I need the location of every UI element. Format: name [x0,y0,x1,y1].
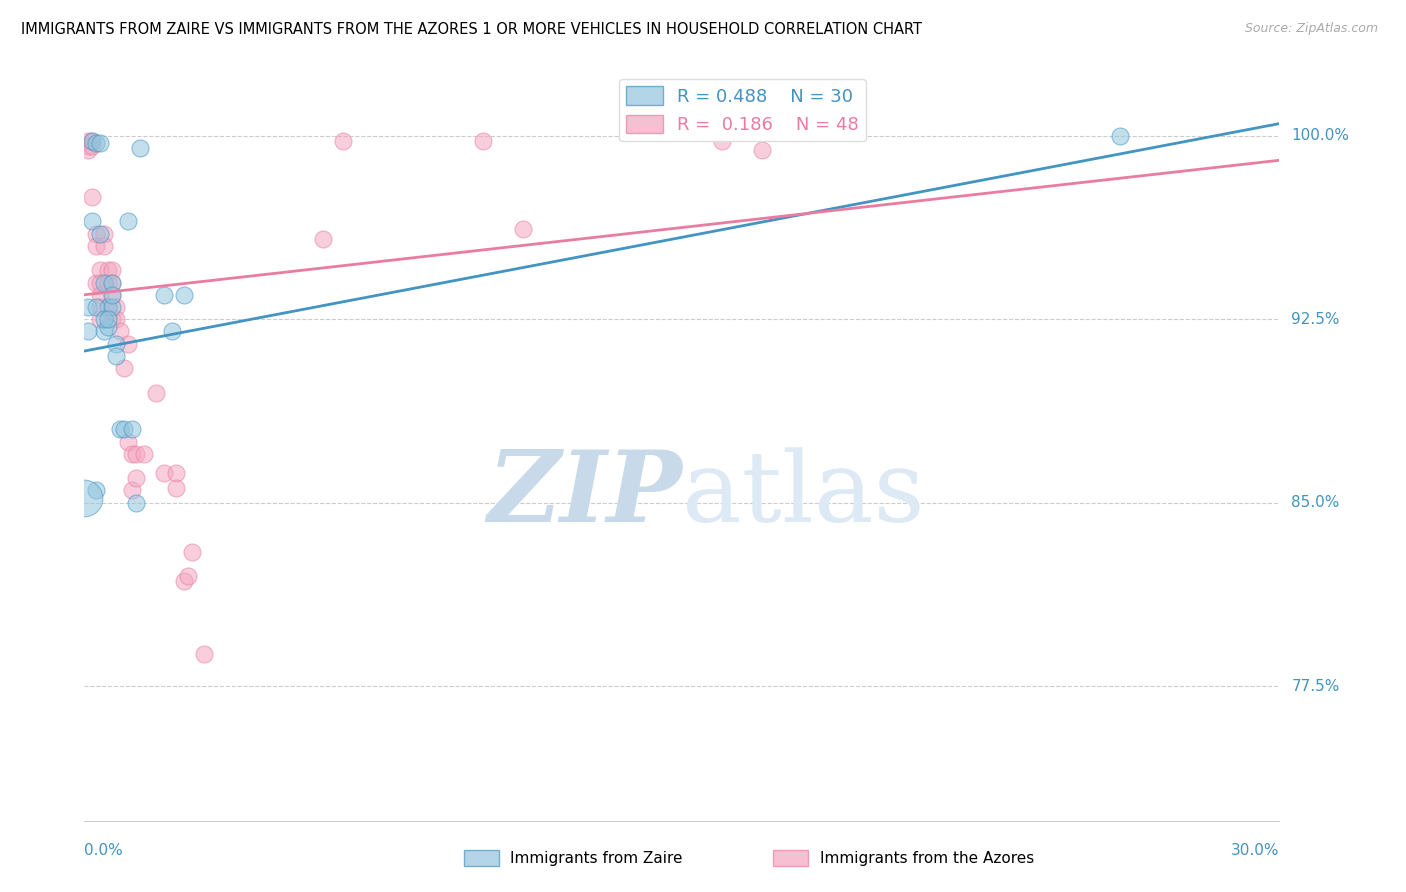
Point [82,134,104,148]
Point [93,325,115,339]
Point [93,227,115,241]
Point [93,312,115,326]
Point [89,136,111,150]
Point [82,138,104,153]
Point [97,319,120,334]
Point [105,300,128,314]
Point [93,239,115,253]
Point [89,276,111,290]
Point [121,422,143,436]
Point [125,496,148,510]
Point [97,276,120,290]
Text: 92.5%: 92.5% [1292,311,1340,326]
Point [77,134,100,148]
Point [165,481,187,495]
Point [86,227,108,241]
Point [86,239,108,253]
Point [105,312,128,326]
Text: 1 or more Vehicles in Household: 1 or more Vehicles in Household [0,318,4,566]
Point [101,312,124,326]
Point [193,648,215,662]
Point [89,287,111,301]
Text: 30.0%: 30.0% [1232,843,1279,857]
Point [153,467,176,481]
Point [105,336,128,351]
Point [121,447,143,461]
Text: atlas: atlas [682,447,925,542]
Point [77,325,100,339]
Text: 85.0%: 85.0% [1292,495,1340,510]
Point [125,447,148,461]
Point [97,312,120,326]
Point [97,300,120,314]
Point [101,287,124,301]
Point [77,138,100,153]
Text: Immigrants from the Azores: Immigrants from the Azores [820,851,1033,865]
Point [121,483,143,498]
Point [160,325,183,339]
Point [117,434,139,449]
Point [117,214,139,228]
Point [77,300,100,314]
Point [173,574,195,588]
Point [77,144,100,158]
Point [145,385,167,400]
Point [101,300,124,314]
Point [125,471,148,485]
Point [181,544,204,558]
Point [332,134,354,148]
Point [165,467,187,481]
Point [710,134,733,148]
Point [129,141,152,155]
Text: 0.0%: 0.0% [84,843,124,857]
Point [82,190,104,204]
Point [1109,128,1132,143]
Point [112,422,135,436]
Point [82,134,104,148]
Point [132,447,156,461]
Point [86,276,108,290]
Text: ZIP: ZIP [486,446,682,543]
Point [97,263,120,277]
Point [93,276,115,290]
Point [512,221,534,235]
Point [82,214,104,228]
Point [97,300,120,314]
Point [86,483,108,498]
Point [105,349,128,363]
Point [110,422,132,436]
Point [110,325,132,339]
Point [751,144,773,158]
Point [101,287,124,301]
Point [101,263,124,277]
Text: IMMIGRANTS FROM ZAIRE VS IMMIGRANTS FROM THE AZORES 1 OR MORE VEHICLES IN HOUSEH: IMMIGRANTS FROM ZAIRE VS IMMIGRANTS FROM… [21,22,922,37]
Point [101,276,124,290]
Point [153,287,176,301]
Point [86,300,108,314]
Text: 77.5%: 77.5% [1292,679,1340,694]
Point [73,491,96,505]
Point [312,231,335,245]
Point [89,300,111,314]
Point [112,361,135,376]
Point [173,287,195,301]
Text: 100.0%: 100.0% [1292,128,1350,144]
Point [89,227,111,241]
Point [101,276,124,290]
Text: Immigrants from Zaire: Immigrants from Zaire [510,851,683,865]
Point [471,134,494,148]
Text: Source: ZipAtlas.com: Source: ZipAtlas.com [1244,22,1378,36]
Point [117,336,139,351]
Point [89,263,111,277]
Point [86,136,108,150]
Point [89,312,111,326]
Legend: R = 0.488    N = 30, R =  0.186    N = 48: R = 0.488 N = 30, R = 0.186 N = 48 [619,79,866,141]
Point [177,569,200,583]
